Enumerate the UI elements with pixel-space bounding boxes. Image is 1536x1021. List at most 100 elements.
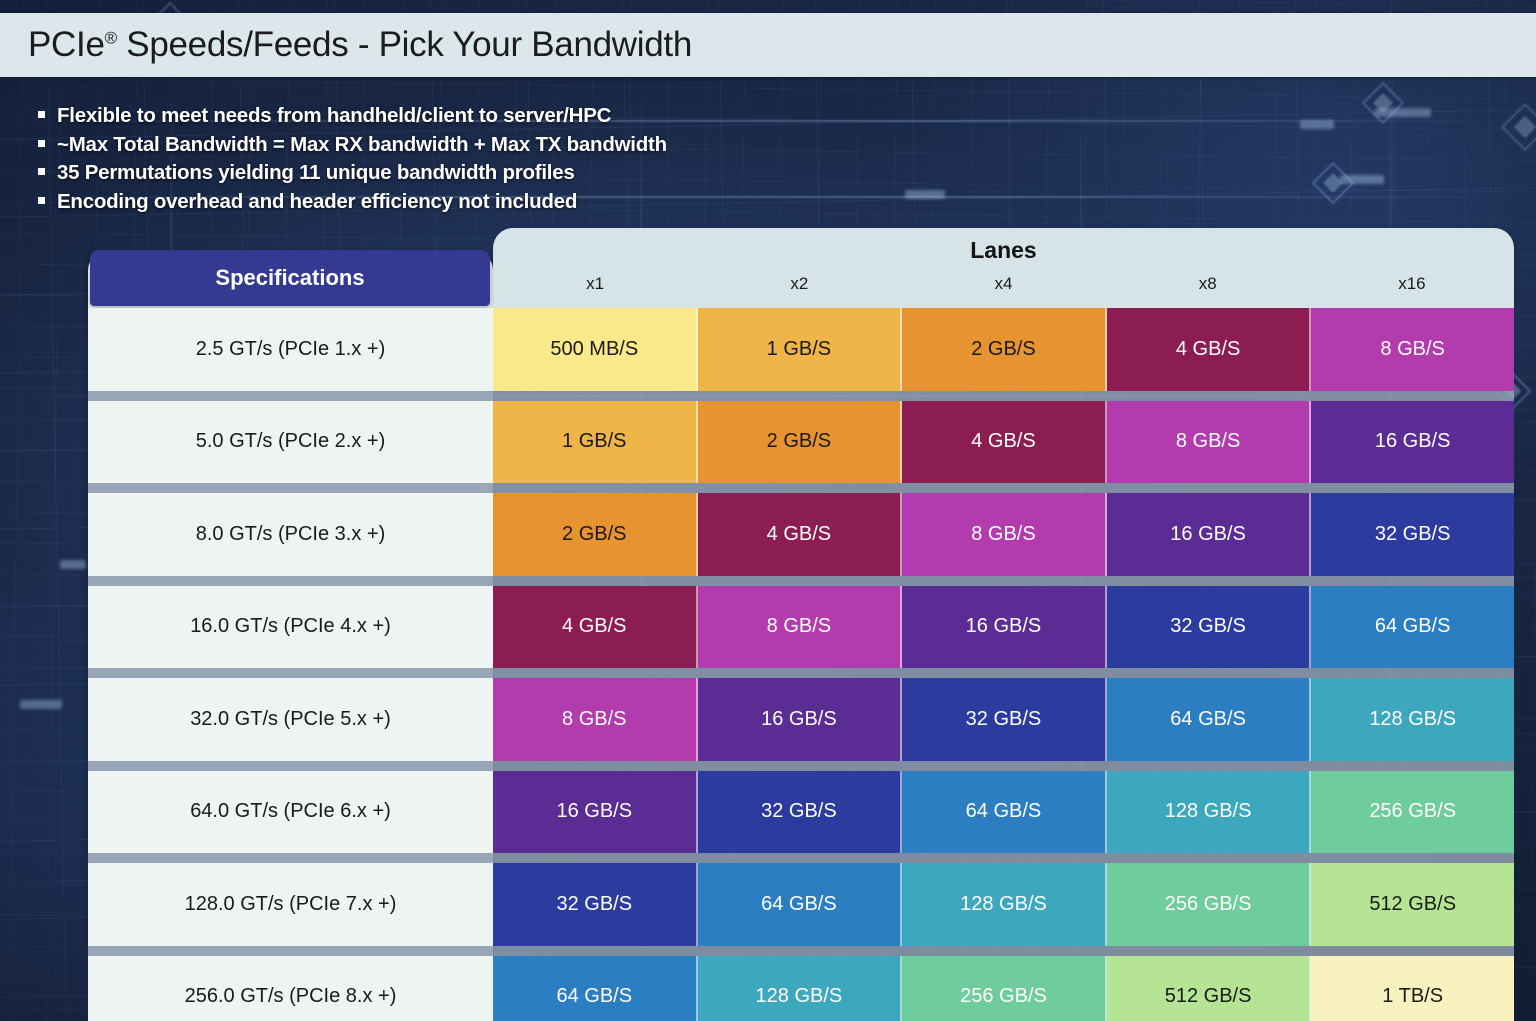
- specification-cell: 128.0 GT/s (PCIe 7.x +): [88, 863, 493, 946]
- bandwidth-cell: 64 GB/S: [902, 770, 1107, 853]
- bullet-square-icon: [38, 196, 45, 204]
- bandwidth-cell: 32 GB/S: [902, 678, 1107, 761]
- lanes-header-panel: Lanes x1 x2 x4 x8 x16: [493, 228, 1514, 308]
- table-row: 64.0 GT/s (PCIe 6.x +) 16 GB/S 32 GB/S 64 G…: [88, 770, 1514, 853]
- list-item: ~Max Total Bandwidth = Max RX bandwidth …: [38, 131, 938, 160]
- bandwidth-cell: 8 GB/S: [902, 493, 1107, 576]
- lane-column-label-x1: x1: [586, 274, 605, 293]
- bandwidth-cell: 64 GB/S: [697, 863, 903, 946]
- specification-cell: 5.0 GT/s (PCIe 2.x +): [88, 400, 493, 483]
- page-title: PCIe® Speeds/Feeds - Pick Your Bandwidth: [28, 25, 692, 65]
- bandwidth-cell: 8 GB/S: [1311, 308, 1514, 391]
- table-row: 8.0 GT/s (PCIe 3.x +) 2 GB/S 4 GB/S 8 GB/S 1…: [88, 493, 1514, 576]
- bandwidth-cell: 32 GB/S: [697, 770, 903, 853]
- bandwidth-cell: 500 MB/S: [493, 308, 698, 391]
- row-separator-left: [88, 390, 493, 401]
- bullet-square-icon: [38, 139, 45, 147]
- specification-cell: 8.0 GT/s (PCIe 3.x +): [88, 493, 493, 576]
- bandwidth-cell: 512 GB/S: [1311, 863, 1514, 946]
- bandwidth-cell: 64 GB/S: [493, 955, 698, 1021]
- bandwidth-cell: 4 GB/S: [493, 585, 698, 668]
- bandwidth-cell: 16 GB/S: [493, 770, 698, 853]
- title-band: PCIe® Speeds/Feeds - Pick Your Bandwidth: [0, 13, 1536, 77]
- bandwidth-cell: 16 GB/S: [902, 585, 1107, 668]
- bandwidth-cell: 32 GB/S: [493, 863, 698, 946]
- table-row: 2.5 GT/s (PCIe 1.x +) 500 MB/S 1 GB/S 2 GB/…: [88, 308, 1514, 391]
- bandwidth-cell: 256 GB/S: [1311, 770, 1514, 853]
- row-separator: [88, 760, 1514, 771]
- table-row: 16.0 GT/s (PCIe 4.x +) 4 GB/S 8 GB/S 16 GB/…: [88, 585, 1514, 668]
- row-separator-left: [88, 668, 493, 678]
- specification-cell: 16.0 GT/s (PCIe 4.x +): [88, 585, 493, 668]
- bandwidth-cell: 64 GB/S: [1311, 585, 1514, 668]
- specifications-header-label: Specifications: [215, 265, 365, 290]
- lanes-header-title: Lanes: [970, 237, 1037, 263]
- row-separator: [88, 668, 1514, 678]
- bandwidth-cell: 1 TB/S: [1311, 955, 1514, 1021]
- bandwidth-cell: 8 GB/S: [493, 678, 698, 761]
- bandwidth-cell: 2 GB/S: [902, 308, 1107, 391]
- list-item-label: 35 Permutations yielding 11 unique bandw…: [57, 161, 575, 184]
- bandwidth-cell: 1 GB/S: [493, 400, 698, 483]
- bandwidth-cell: 16 GB/S: [1311, 400, 1514, 483]
- lane-column-label-x8: x8: [1198, 274, 1217, 293]
- registered-trademark-icon: ®: [104, 28, 118, 48]
- table-row: 128.0 GT/s (PCIe 7.x +) 32 GB/S 64 GB/S 128…: [88, 863, 1514, 946]
- row-separator: [88, 853, 1514, 863]
- specification-cell: 256.0 GT/s (PCIe 8.x +): [88, 955, 493, 1021]
- bandwidth-cell: 64 GB/S: [1106, 678, 1312, 761]
- row-separator: [88, 483, 1514, 493]
- table-row: 256.0 GT/s (PCIe 8.x +) 64 GB/S 128 GB/S 25…: [88, 955, 1514, 1021]
- lane-column-label-x16: x16: [1398, 274, 1426, 293]
- bandwidth-cell: 4 GB/S: [697, 493, 903, 576]
- table-row: 32.0 GT/s (PCIe 5.x +) 8 GB/S 16 GB/S 32 GB…: [88, 678, 1514, 761]
- bandwidth-cell: 16 GB/S: [1106, 493, 1312, 576]
- bandwidth-table: Lanes x1 x2 x4 x8 x16 Specifications 2.5 GT/…: [88, 228, 1514, 1021]
- lane-column-label-x4: x4: [994, 274, 1013, 293]
- bandwidth-cell: 2 GB/S: [697, 400, 903, 483]
- bullet-square-icon: [38, 168, 45, 175]
- list-item-label: ~Max Total Bandwidth = Max RX bandwidth …: [57, 132, 667, 156]
- row-separator: [88, 945, 1514, 956]
- row-separator-left: [88, 575, 493, 586]
- bandwidth-cell: 128 GB/S: [902, 863, 1107, 946]
- bandwidth-cell: 512 GB/S: [1106, 955, 1312, 1021]
- bullet-list: Flexible to meet needs from handheld/cli…: [38, 102, 938, 216]
- bandwidth-cell: 32 GB/S: [1311, 493, 1514, 576]
- bullet-square-icon: [38, 111, 45, 118]
- bandwidth-cell: 1 GB/S: [697, 308, 903, 391]
- bandwidth-cell: 4 GB/S: [902, 400, 1107, 483]
- list-item-label: Encoding overhead and header efficiency …: [57, 189, 578, 213]
- bandwidth-cell: 256 GB/S: [1106, 863, 1312, 946]
- list-item: 35 Permutations yielding 11 unique bandw…: [38, 159, 938, 188]
- list-item: Flexible to meet needs from handheld/cli…: [38, 102, 938, 131]
- lane-column-label-x2: x2: [790, 274, 809, 293]
- list-item-label: Flexible to meet needs from handheld/cli…: [57, 104, 612, 127]
- bandwidth-cell: 2 GB/S: [493, 493, 698, 576]
- bandwidth-cell: 8 GB/S: [697, 585, 903, 668]
- bandwidth-cell: 128 GB/S: [1106, 770, 1312, 853]
- table-row: 5.0 GT/s (PCIe 2.x +) 1 GB/S 2 GB/S 4 GB/S 8…: [88, 400, 1514, 483]
- row-separator: [88, 575, 1514, 586]
- specification-cell: 64.0 GT/s (PCIe 6.x +): [88, 770, 493, 853]
- row-separator-left: [88, 853, 493, 863]
- specification-cell: 2.5 GT/s (PCIe 1.x +): [88, 308, 493, 391]
- specification-cell: 32.0 GT/s (PCIe 5.x +): [88, 678, 493, 761]
- row-separator: [88, 390, 1514, 401]
- bandwidth-cell: 128 GB/S: [697, 955, 903, 1021]
- bandwidth-cell: 32 GB/S: [1106, 585, 1312, 668]
- page-title-main: PCIe: [28, 25, 105, 64]
- bandwidth-cell: 8 GB/S: [1106, 400, 1312, 483]
- bandwidth-cell: 16 GB/S: [697, 678, 903, 761]
- bandwidth-cell: 4 GB/S: [1106, 308, 1312, 391]
- row-separator-left: [88, 760, 493, 771]
- page-title-rest: Speeds/Feeds - Pick Your Bandwidth: [116, 25, 692, 64]
- table-body: 2.5 GT/s (PCIe 1.x +) 500 MB/S 1 GB/S 2 GB/…: [88, 308, 1514, 1021]
- bandwidth-cell: 256 GB/S: [902, 955, 1107, 1021]
- bandwidth-cell: 128 GB/S: [1311, 678, 1514, 761]
- specifications-header: Specifications: [90, 250, 490, 306]
- list-item: Encoding overhead and header efficiency …: [38, 188, 938, 217]
- row-separator-left: [88, 483, 493, 493]
- row-separator-left: [88, 945, 493, 956]
- lane-column-labels: x1 x2 x4 x8 x16: [493, 274, 1514, 294]
